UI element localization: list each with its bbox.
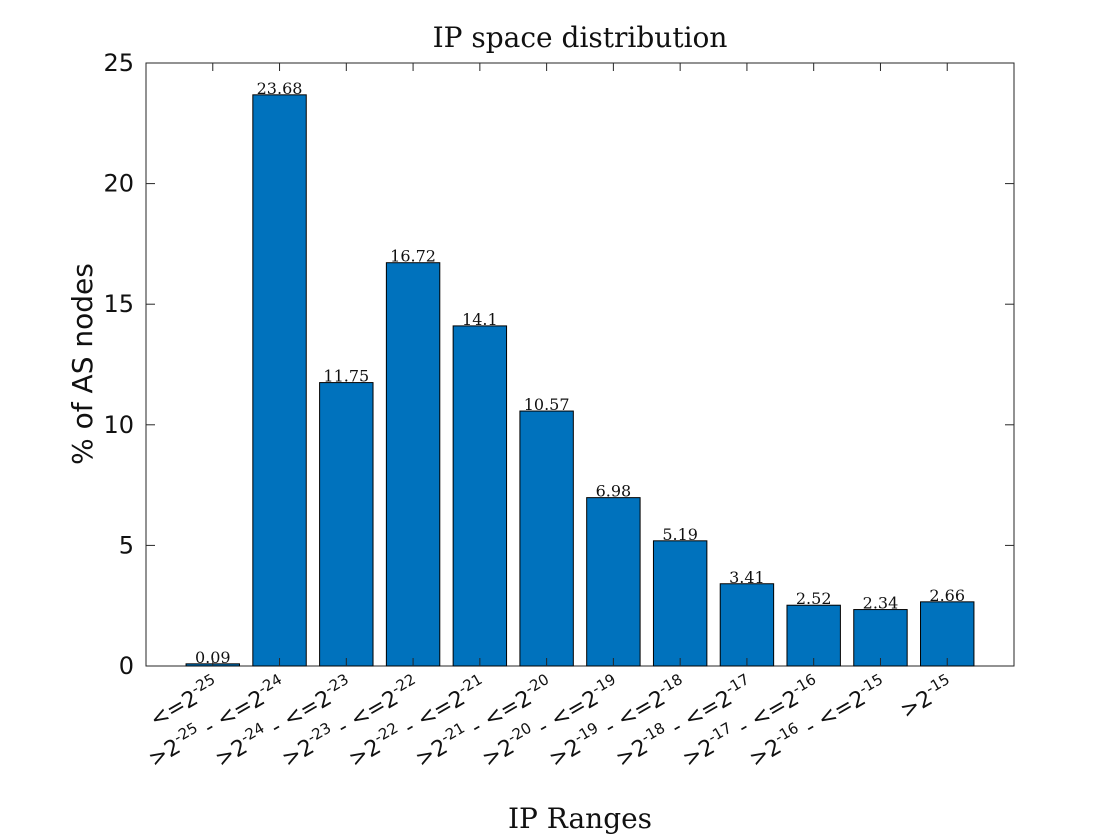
bar <box>452 325 508 667</box>
data-label: 10.57 <box>524 395 570 414</box>
y-axis-label: % of AS nodes <box>66 263 99 465</box>
data-label: 3.41 <box>729 568 765 587</box>
y-tick-label: 20 <box>103 170 134 198</box>
y-tick-label: 10 <box>103 411 134 439</box>
data-label: 2.52 <box>796 589 832 608</box>
data-label: 23.68 <box>257 79 303 98</box>
y-axis-ticks: 0 5 10 15 20 25 <box>103 49 1014 680</box>
data-label: 0.09 <box>195 648 231 667</box>
y-tick-label: 0 <box>119 652 134 680</box>
bar <box>519 410 574 667</box>
y-tick-label: 15 <box>103 290 134 318</box>
bars-group <box>185 94 975 667</box>
y-tick-label: 25 <box>103 49 134 77</box>
bar <box>786 604 841 667</box>
x-tick-label: >2-15 <box>894 670 958 724</box>
data-label: 2.34 <box>863 594 899 613</box>
y-tick-label: 5 <box>119 531 134 559</box>
data-label: 16.72 <box>390 247 436 266</box>
bar <box>252 94 307 667</box>
data-label: 14.1 <box>462 310 498 329</box>
bar <box>586 497 641 667</box>
x-axis-label: IP Ranges <box>508 802 652 835</box>
data-label: 6.98 <box>596 482 632 501</box>
chart-title: IP space distribution <box>433 21 728 54</box>
data-label: 5.19 <box>662 525 698 544</box>
bar <box>920 601 975 667</box>
data-labels-group: 0.09 23.68 11.75 16.72 14.1 10.57 6.98 5.19 3.41… <box>195 79 965 667</box>
bar <box>652 540 708 667</box>
bar <box>385 262 441 667</box>
plot-area-frame <box>145 62 1015 667</box>
bar <box>853 609 908 667</box>
data-label: 2.66 <box>929 586 965 605</box>
bar <box>319 382 374 667</box>
data-label: 11.75 <box>323 367 369 386</box>
bar <box>719 583 775 667</box>
